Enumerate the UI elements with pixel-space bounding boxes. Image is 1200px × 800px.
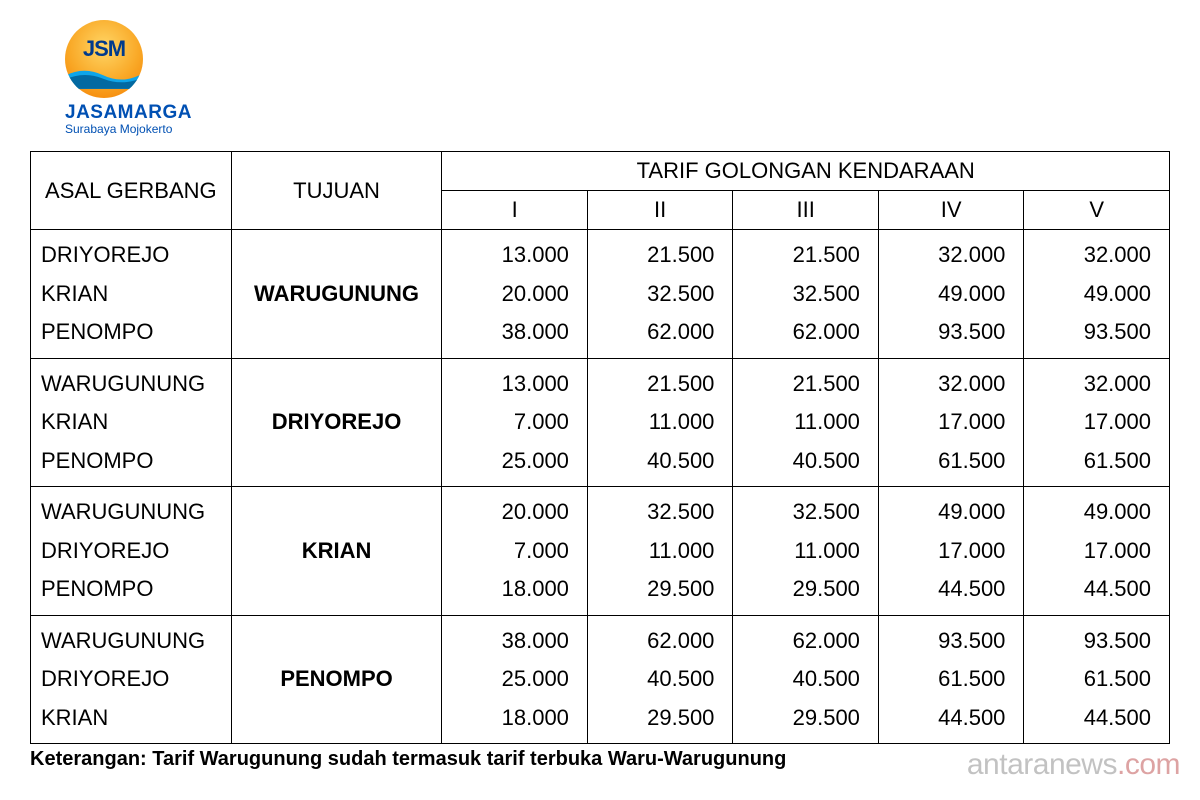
logo-block: JSM JASAMARGA Surabaya Mojokerto (65, 20, 1170, 136)
table-row: DRIYOREJOKRIANPENOMPOWARUGUNUNG13.00020.… (31, 230, 1170, 359)
value-cell: 93.50061.50044.500 (878, 615, 1024, 744)
value-cell: 32.00017.00061.500 (1024, 358, 1170, 487)
value-cell: 20.0007.00018.000 (442, 487, 588, 616)
value-cell: 62.00040.50029.500 (733, 615, 879, 744)
table-body: DRIYOREJOKRIANPENOMPOWARUGUNUNG13.00020.… (31, 230, 1170, 744)
table-row: WARUGUNUNGDRIYOREJOKRIANPENOMPO38.00025.… (31, 615, 1170, 744)
header-origin: ASAL GERBANG (31, 152, 232, 230)
value-cell: 13.00020.00038.000 (442, 230, 588, 359)
origin-cell: WARUGUNUNGDRIYOREJOPENOMPO (31, 487, 232, 616)
value-cell: 21.50011.00040.500 (587, 358, 733, 487)
header-tariff-group: TARIF GOLONGAN KENDARAAN (442, 152, 1170, 191)
value-cell: 62.00040.50029.500 (587, 615, 733, 744)
value-cell: 21.50011.00040.500 (733, 358, 879, 487)
value-cell: 21.50032.50062.000 (587, 230, 733, 359)
destination-cell: PENOMPO (231, 615, 442, 744)
origin-cell: WARUGUNUNGDRIYOREJOKRIAN (31, 615, 232, 744)
value-cell: 21.50032.50062.000 (733, 230, 879, 359)
logo-badge: JSM (65, 20, 155, 100)
value-cell: 32.00049.00093.500 (1024, 230, 1170, 359)
header-class-3: III (733, 191, 879, 230)
destination-cell: DRIYOREJO (231, 358, 442, 487)
origin-cell: WARUGUNUNGKRIANPENOMPO (31, 358, 232, 487)
header-class-2: II (587, 191, 733, 230)
tariff-table: ASAL GERBANG TUJUAN TARIF GOLONGAN KENDA… (30, 151, 1170, 744)
origin-cell: DRIYOREJOKRIANPENOMPO (31, 230, 232, 359)
header-class-4: IV (878, 191, 1024, 230)
logo-wave-icon (65, 62, 143, 90)
header-class-1: I (442, 191, 588, 230)
header-destination: TUJUAN (231, 152, 442, 230)
value-cell: 93.50061.50044.500 (1024, 615, 1170, 744)
destination-cell: KRIAN (231, 487, 442, 616)
watermark-right: .com (1117, 748, 1180, 781)
value-cell: 49.00017.00044.500 (1024, 487, 1170, 616)
table-row: WARUGUNUNGKRIANPENOMPODRIYOREJO13.0007.0… (31, 358, 1170, 487)
value-cell: 38.00025.00018.000 (442, 615, 588, 744)
header-class-5: V (1024, 191, 1170, 230)
logo-abbrev: JSM (65, 36, 143, 62)
watermark: antaranews.com (967, 748, 1180, 782)
value-cell: 13.0007.00025.000 (442, 358, 588, 487)
watermark-left: antaranews (967, 748, 1117, 781)
brand-name: JASAMARGA (65, 102, 1170, 124)
destination-cell: WARUGUNUNG (231, 230, 442, 359)
table-header: ASAL GERBANG TUJUAN TARIF GOLONGAN KENDA… (31, 152, 1170, 230)
brand-subtitle: Surabaya Mojokerto (65, 122, 1170, 136)
value-cell: 32.50011.00029.500 (733, 487, 879, 616)
value-cell: 32.00049.00093.500 (878, 230, 1024, 359)
value-cell: 32.50011.00029.500 (587, 487, 733, 616)
table-row: WARUGUNUNGDRIYOREJOPENOMPOKRIAN20.0007.0… (31, 487, 1170, 616)
value-cell: 49.00017.00044.500 (878, 487, 1024, 616)
value-cell: 32.00017.00061.500 (878, 358, 1024, 487)
